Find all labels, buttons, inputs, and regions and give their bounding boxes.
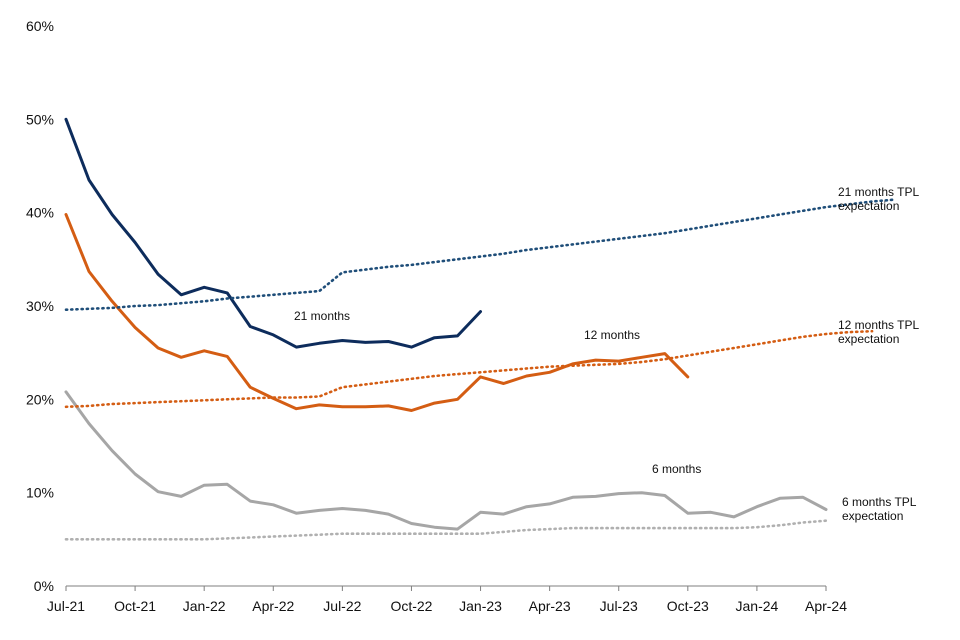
annotation-6-months: 6 months: [652, 462, 701, 476]
annotation-6-months-tpl: 6 months TPL expectation: [842, 495, 919, 523]
x-tick-label: Jan-22: [183, 598, 226, 614]
x-tick-label: Oct-21: [114, 598, 156, 614]
x-tick-label: Jul-23: [600, 598, 638, 614]
annotation-12-months-tpl-line2: expectation: [838, 332, 899, 346]
series-21-months-line: [64, 117, 482, 349]
series-21-months-tpl-expectation-line: [64, 198, 897, 312]
annotation-21-months-tpl-line1: 21 months TPL: [838, 185, 919, 199]
x-tick-label: Jan-23: [459, 598, 502, 614]
x-tick-label: Apr-23: [529, 598, 571, 614]
x-tick-label: Jul-21: [47, 598, 85, 614]
y-tick-label: 60%: [26, 18, 54, 34]
y-tick-label: 0%: [34, 578, 54, 594]
y-tick-label: 50%: [26, 111, 54, 127]
y-tick-label: 20%: [26, 391, 54, 407]
annotation-12-months-tpl-line1: 12 months TPL: [838, 318, 919, 332]
x-tick-label: Jul-22: [323, 598, 361, 614]
annotation-21-months-tpl-line2: expectation: [838, 199, 899, 213]
y-tick-label: 30%: [26, 298, 54, 314]
series-12-months-line: [64, 213, 690, 412]
annotation-6-months-tpl-line2: expectation: [842, 509, 903, 523]
annotation-6-months-tpl-line1: 6 months TPL: [842, 495, 917, 509]
series-annotations: 21 months 12 months 6 months 21 months T…: [294, 185, 922, 523]
annotation-21-months: 21 months: [294, 309, 350, 323]
y-axis-tick-labels: 0% 10% 20% 30% 40% 50% 60%: [26, 18, 54, 594]
x-tick-label: Oct-23: [667, 598, 709, 614]
y-tick-label: 10%: [26, 485, 54, 501]
annotation-21-months-tpl: 21 months TPL expectation: [838, 185, 922, 213]
annotation-12-months: 12 months: [584, 328, 640, 342]
annotation-12-months-tpl: 12 months TPL expectation: [838, 318, 922, 346]
x-tick-label: Oct-22: [390, 598, 432, 614]
series-12-months-tpl-expectation-line: [64, 329, 874, 409]
x-tick-label: Apr-22: [252, 598, 294, 614]
y-tick-label: 40%: [26, 205, 54, 221]
x-tick-label: Jan-24: [736, 598, 779, 614]
series-6-months-tpl-expectation-line: [64, 519, 828, 541]
x-tick-label: Apr-24: [805, 598, 847, 614]
series-6-months-line: [64, 390, 828, 531]
series-layer: [64, 117, 897, 541]
x-axis-ticks: Jul-21 Oct-21 Jan-22 Apr-22 Jul-22 Oct-22 Jan-…: [47, 586, 847, 614]
